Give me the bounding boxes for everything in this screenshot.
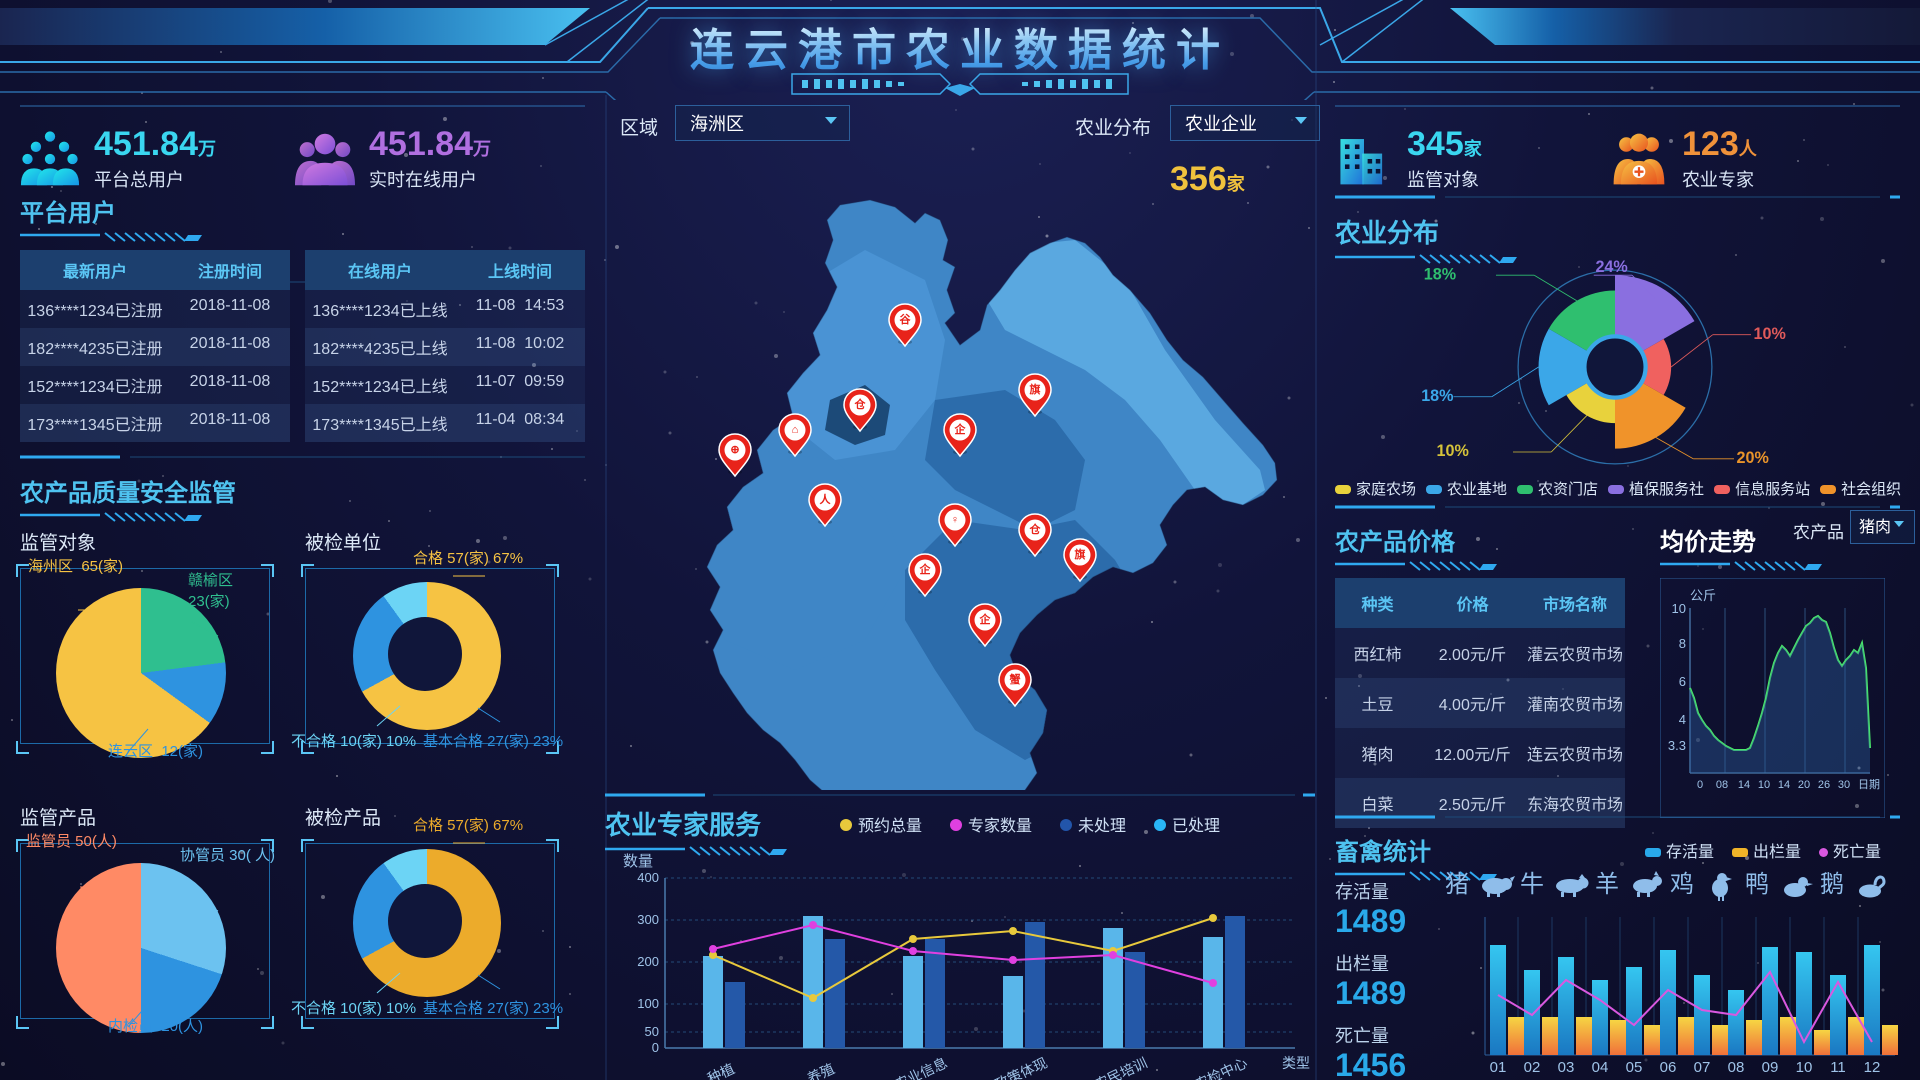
svg-text:日期: 日期 — [1858, 778, 1880, 791]
svg-text:农检中心: 农检中心 — [1192, 1054, 1250, 1080]
svg-text:种植: 种植 — [705, 1060, 737, 1080]
svg-text:06: 06 — [1660, 1059, 1677, 1076]
svg-text:农民培训: 农民培训 — [1092, 1054, 1150, 1080]
svg-text:05: 05 — [1626, 1059, 1643, 1076]
svg-text:03: 03 — [1558, 1059, 1575, 1076]
svg-text:鸡: 鸡 — [1670, 871, 1694, 898]
svg-text:4: 4 — [1679, 712, 1686, 727]
svg-text:12: 12 — [1864, 1059, 1881, 1076]
svg-text:18%: 18% — [1421, 387, 1453, 405]
svg-text:8: 8 — [1679, 636, 1686, 651]
svg-text:14: 14 — [1778, 779, 1790, 791]
svg-text:02: 02 — [1524, 1059, 1541, 1076]
svg-text:企: 企 — [919, 562, 932, 576]
svg-text:公斤: 公斤 — [1690, 588, 1716, 603]
svg-text:仓: 仓 — [1029, 522, 1042, 536]
svg-text:旗: 旗 — [1075, 547, 1086, 561]
svg-text:10: 10 — [1758, 779, 1770, 791]
svg-text:50: 50 — [645, 1024, 659, 1039]
svg-text:蟹: 蟹 — [1009, 672, 1021, 686]
svg-text:谷: 谷 — [900, 312, 912, 326]
svg-text:0: 0 — [652, 1040, 659, 1055]
svg-text:♀: ♀ — [951, 514, 959, 526]
svg-text:18%: 18% — [1424, 265, 1456, 283]
svg-text:企: 企 — [954, 422, 967, 436]
svg-text:猪: 猪 — [1445, 871, 1469, 898]
svg-text:政策体现: 政策体现 — [992, 1054, 1050, 1080]
svg-text:300: 300 — [637, 912, 659, 927]
svg-text:0: 0 — [1697, 779, 1703, 791]
svg-text:仓: 仓 — [854, 397, 867, 411]
svg-text:旗: 旗 — [1030, 382, 1041, 396]
svg-text:11: 11 — [1830, 1059, 1846, 1076]
svg-text:100: 100 — [637, 996, 659, 1011]
svg-text:20%: 20% — [1737, 449, 1769, 467]
svg-text:企: 企 — [979, 612, 992, 626]
svg-text:07: 07 — [1694, 1059, 1711, 1076]
svg-text:⊕: ⊕ — [730, 444, 739, 456]
svg-text:24%: 24% — [1595, 258, 1627, 276]
svg-text:人: 人 — [820, 492, 832, 506]
svg-text:养殖: 养殖 — [805, 1060, 837, 1080]
svg-text:10: 10 — [1796, 1059, 1813, 1076]
svg-text:200: 200 — [637, 954, 659, 969]
svg-text:10%: 10% — [1754, 325, 1786, 343]
svg-text:牛: 牛 — [1520, 871, 1544, 898]
svg-text:6: 6 — [1679, 674, 1686, 689]
svg-text:20: 20 — [1798, 779, 1810, 791]
svg-text:09: 09 — [1762, 1059, 1779, 1076]
svg-text:08: 08 — [1716, 779, 1728, 791]
svg-text:26: 26 — [1818, 779, 1830, 791]
svg-text:08: 08 — [1728, 1059, 1745, 1076]
svg-text:类型: 类型 — [1282, 1055, 1310, 1071]
svg-text:鹅: 鹅 — [1820, 871, 1844, 898]
svg-text:农业信息: 农业信息 — [892, 1054, 950, 1080]
svg-text:鸭: 鸭 — [1745, 871, 1769, 898]
svg-text:10: 10 — [1672, 601, 1686, 616]
svg-text:10%: 10% — [1437, 442, 1469, 460]
svg-text:羊: 羊 — [1595, 871, 1619, 898]
svg-text:04: 04 — [1592, 1059, 1609, 1076]
svg-text:3.3: 3.3 — [1668, 738, 1686, 753]
svg-text:14: 14 — [1738, 779, 1750, 791]
svg-text:30: 30 — [1838, 779, 1850, 791]
svg-text:⌂: ⌂ — [792, 424, 799, 436]
svg-text:400: 400 — [637, 870, 659, 885]
svg-text:01: 01 — [1490, 1059, 1507, 1076]
